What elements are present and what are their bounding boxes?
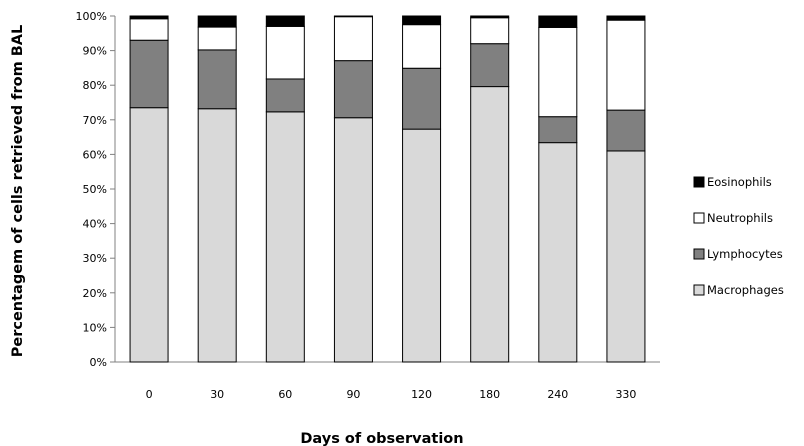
- y-tick-label: 80%: [83, 79, 107, 92]
- bar-segment-lymphocytes: [606, 109, 646, 152]
- bar-segment-macrophages: [538, 142, 578, 363]
- y-axis-title: Percentagem of cells retrieved from BAL: [10, 25, 26, 358]
- x-tick-label: 30: [210, 388, 224, 401]
- legend-label-lymphocytes: Lymphocytes: [707, 247, 783, 261]
- chart-legend: Eosinophils Neutrophils Lymphocytes Macroph…: [693, 175, 784, 297]
- y-tick-label: 40%: [83, 218, 107, 231]
- y-tick-label: 70%: [83, 114, 107, 127]
- y-tick-label: 10%: [83, 321, 107, 334]
- bar-segment-neutrophils: [606, 19, 646, 111]
- bar-segment-macrophages: [606, 150, 646, 363]
- x-tick-label: 330: [615, 388, 636, 401]
- chart-axes: [114, 16, 660, 363]
- y-tick-label: 60%: [83, 148, 107, 161]
- x-tick-label: 0: [146, 388, 153, 401]
- y-tick-label: 30%: [83, 252, 107, 265]
- bar-segment-eosinophils: [402, 15, 442, 26]
- bar-segment-neutrophils: [538, 26, 578, 118]
- legend-swatch-neutrophils: [693, 212, 705, 224]
- bar-segment-lymphocytes: [129, 39, 169, 109]
- bar-segment-lymphocytes: [333, 60, 373, 119]
- x-tick-label: 240: [547, 388, 568, 401]
- bar-segment-neutrophils: [470, 17, 510, 45]
- bar-segment-lymphocytes: [197, 49, 237, 110]
- bar-segment-macrophages: [402, 128, 442, 363]
- bar-segment-macrophages: [265, 111, 305, 363]
- bar-segment-lymphocytes: [265, 78, 305, 113]
- bar-segment-neutrophils: [402, 24, 442, 69]
- x-ticks: 0 30 60 90 120 180 240 330: [146, 388, 637, 401]
- bar-segment-eosinophils: [606, 15, 646, 21]
- bar-segment-eosinophils: [129, 15, 169, 20]
- bar-segment-eosinophils: [333, 15, 373, 18]
- bar-segment-eosinophils: [538, 15, 578, 28]
- bar-segment-macrophages: [129, 107, 169, 363]
- bar-segment-neutrophils: [129, 18, 169, 41]
- y-tick-label: 20%: [83, 287, 107, 300]
- x-tick-label: 120: [411, 388, 432, 401]
- legend-label-eosinophils: Eosinophils: [707, 175, 772, 189]
- legend-swatch-lymphocytes: [693, 248, 705, 260]
- bar-segment-neutrophils: [197, 26, 237, 51]
- bar-segment-eosinophils: [265, 15, 305, 27]
- legend-swatch-eosinophils: [693, 176, 705, 188]
- y-tick-label: 0%: [90, 356, 107, 369]
- x-tick-label: 90: [346, 388, 360, 401]
- bar-segment-eosinophils: [197, 15, 237, 28]
- bar-segment-lymphocytes: [402, 67, 442, 130]
- bar-segment-lymphocytes: [470, 43, 510, 88]
- bar-segment-macrophages: [333, 117, 373, 363]
- x-axis-title: Days of observation: [300, 431, 463, 446]
- x-tick-label: 180: [479, 388, 500, 401]
- legend-label-macrophages: Macrophages: [707, 283, 784, 297]
- y-tick-label: 90%: [83, 45, 107, 58]
- bar-segment-eosinophils: [470, 15, 510, 19]
- bar-segment-lymphocytes: [538, 116, 578, 144]
- x-tick-label: 60: [278, 388, 292, 401]
- legend-label-neutrophils: Neutrophils: [707, 211, 773, 225]
- y-ticks: 0% 10% 20% 30% 40% 50% 60% 70% 80% 90% 100%: [76, 10, 115, 369]
- bar-segment-macrophages: [470, 86, 510, 363]
- bar-segment-macrophages: [197, 108, 237, 363]
- y-tick-label: 100%: [76, 10, 107, 23]
- legend-swatch-macrophages: [693, 284, 705, 296]
- bar-segment-neutrophils: [333, 16, 373, 62]
- bar-segment-neutrophils: [265, 25, 305, 80]
- y-tick-label: 50%: [83, 183, 107, 196]
- bars-group: [129, 15, 646, 363]
